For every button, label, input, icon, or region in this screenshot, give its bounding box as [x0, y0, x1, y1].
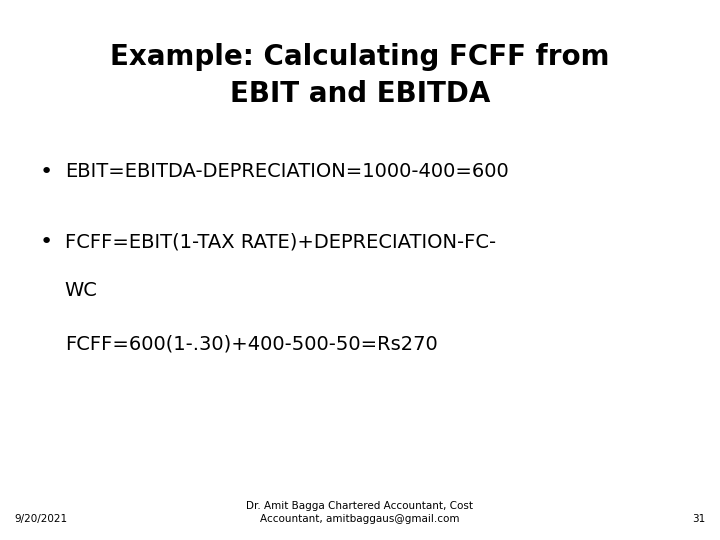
Text: WC: WC [65, 281, 98, 300]
Text: 9/20/2021: 9/20/2021 [14, 514, 68, 524]
Text: FCFF=EBIT(1-TAX RATE)+DEPRECIATION-FC-: FCFF=EBIT(1-TAX RATE)+DEPRECIATION-FC- [65, 232, 496, 251]
Text: FCFF=600(1-.30)+400-500-50=Rs270: FCFF=600(1-.30)+400-500-50=Rs270 [65, 335, 438, 354]
Text: •: • [40, 232, 53, 252]
Text: •: • [40, 162, 53, 182]
Text: EBIT=EBITDA-DEPRECIATION=1000-400=600: EBIT=EBITDA-DEPRECIATION=1000-400=600 [65, 162, 508, 181]
Text: 31: 31 [693, 514, 706, 524]
Text: Dr. Amit Bagga Chartered Accountant, Cost
Accountant, amitbaggaus@gmail.com: Dr. Amit Bagga Chartered Accountant, Cos… [246, 501, 474, 524]
Text: Example: Calculating FCFF from
EBIT and EBITDA: Example: Calculating FCFF from EBIT and … [110, 43, 610, 108]
